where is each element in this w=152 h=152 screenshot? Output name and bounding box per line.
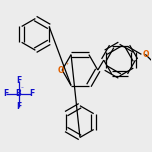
Text: F: F	[16, 76, 21, 85]
Text: ⁻: ⁻	[21, 87, 23, 92]
Text: ⁺: ⁺	[65, 63, 68, 68]
Text: O: O	[58, 66, 64, 74]
Text: O: O	[142, 50, 149, 59]
Text: F: F	[16, 102, 21, 111]
Text: F: F	[29, 89, 34, 98]
Text: F: F	[3, 89, 8, 98]
Text: B: B	[16, 89, 21, 98]
